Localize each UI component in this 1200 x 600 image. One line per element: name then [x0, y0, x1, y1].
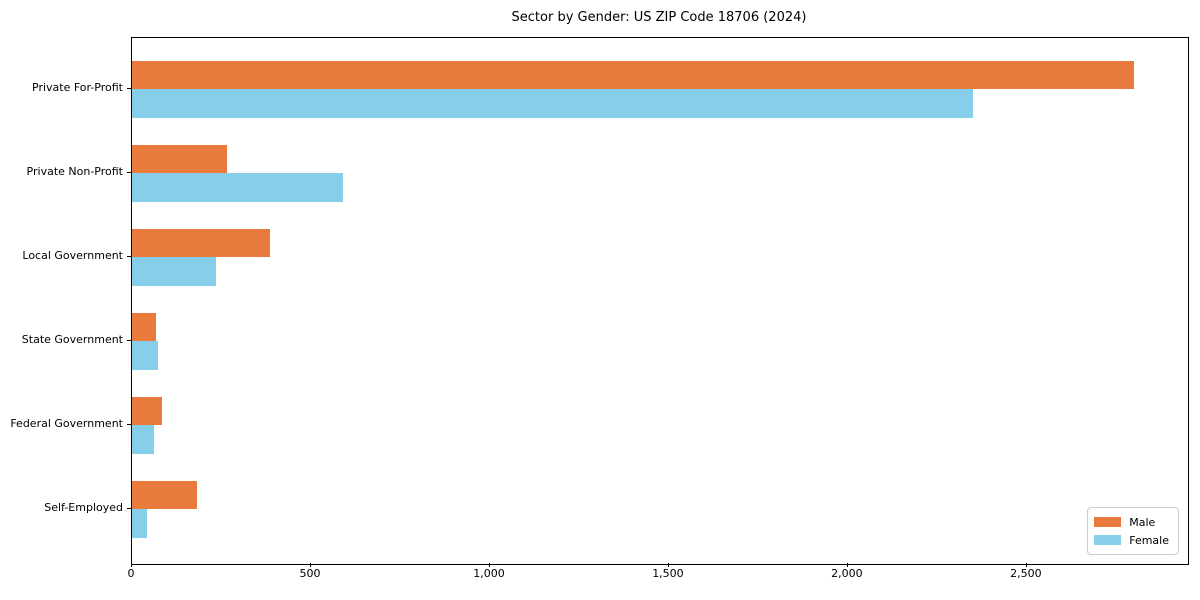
xtick-label-1000: 1,000: [473, 567, 505, 580]
plot-area: Male Female: [131, 37, 1189, 565]
bar-female-local-government: [132, 257, 217, 286]
xtick-label-1500: 1,500: [652, 567, 684, 580]
ytick-label-state-government: State Government: [21, 333, 123, 346]
xtick-mark: [667, 563, 669, 567]
legend-swatch-male: [1094, 517, 1122, 527]
legend-entry-female: Female: [1094, 531, 1169, 549]
ytick-label-self-employed: Self-Employed: [44, 501, 123, 514]
bar-male-federal-government: [132, 396, 163, 425]
bar-male-state-government: [132, 312, 156, 341]
ytick-label-private-non-profit: Private Non-Profit: [26, 165, 123, 178]
legend-swatch-female: [1094, 535, 1122, 545]
ytick-mark: [127, 340, 131, 341]
xtick-label-0: 0: [127, 567, 135, 580]
legend-label-male: Male: [1129, 515, 1156, 529]
legend-label-female: Female: [1129, 533, 1169, 547]
chart-title: Sector by Gender: US ZIP Code 18706 (202…: [511, 10, 807, 25]
legend: Male Female: [1087, 507, 1179, 555]
ytick-label-federal-government: Federal Government: [10, 417, 123, 430]
bar-female-self-employed: [132, 509, 148, 538]
ytick-label-private-for-profit: Private For-Profit: [32, 81, 123, 94]
bar-male-self-employed: [132, 480, 198, 509]
ytick-label-local-government: Local Government: [22, 249, 123, 262]
xtick-mark: [488, 563, 490, 567]
xtick-mark: [1025, 563, 1027, 567]
xtick-mark: [131, 563, 132, 567]
bar-male-private-non-profit: [132, 144, 227, 173]
ytick-mark: [127, 508, 131, 509]
ytick-mark: [127, 88, 131, 89]
ytick-mark: [127, 424, 131, 425]
bar-female-private-for-profit: [132, 89, 974, 118]
xtick-label-2000: 2,000: [831, 567, 863, 580]
xtick-mark: [309, 563, 311, 567]
bar-female-federal-government: [132, 425, 155, 454]
legend-entry-male: Male: [1094, 513, 1169, 531]
bar-male-local-government: [132, 228, 270, 257]
ytick-mark: [127, 256, 131, 257]
bar-female-private-non-profit: [132, 173, 344, 202]
xtick-label-500: 500: [299, 567, 321, 580]
xtick-label-2500: 2,500: [1010, 567, 1042, 580]
xtick-mark: [846, 563, 848, 567]
bar-male-private-for-profit: [132, 60, 1135, 89]
ytick-mark: [127, 172, 131, 173]
bar-female-state-government: [132, 341, 159, 370]
